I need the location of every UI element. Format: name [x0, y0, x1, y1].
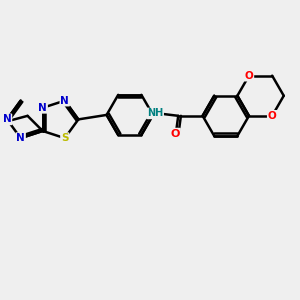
Text: NH: NH: [147, 108, 163, 118]
Text: N: N: [3, 114, 11, 124]
Text: N: N: [38, 103, 47, 113]
Text: N: N: [16, 133, 25, 143]
Text: O: O: [171, 129, 180, 139]
Text: S: S: [61, 133, 68, 143]
Text: N: N: [60, 96, 69, 106]
Text: O: O: [244, 71, 253, 81]
Text: O: O: [268, 111, 277, 121]
